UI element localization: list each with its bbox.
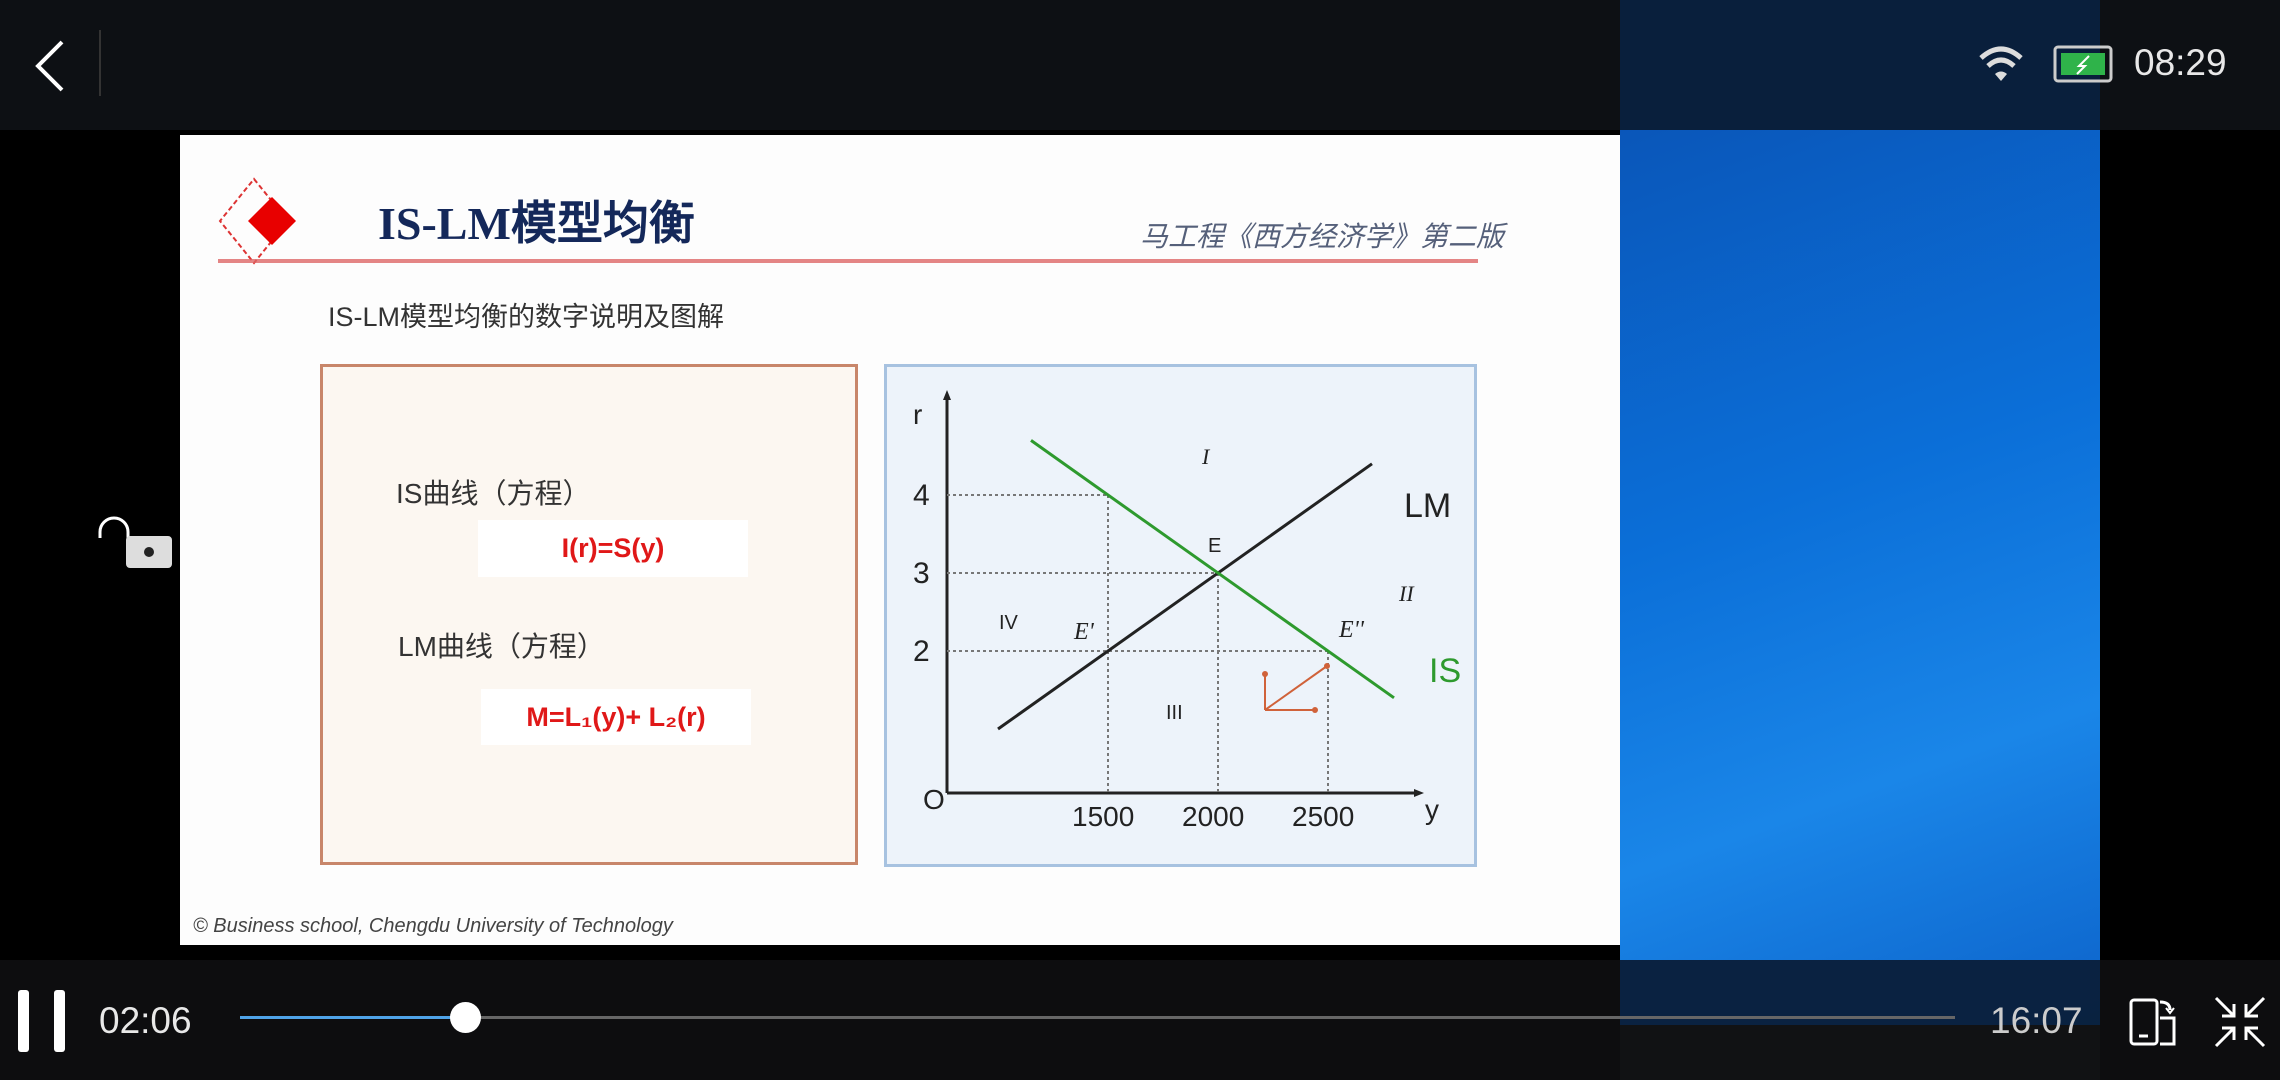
seek-bar[interactable] — [240, 1002, 1955, 1033]
slide-source: 马工程《西方经济学》第二版 — [1140, 221, 1505, 252]
desktop-background — [1620, 0, 2100, 1080]
y-tick-label: 2500 — [1292, 801, 1354, 832]
wifi-icon — [1979, 46, 2023, 81]
equation-panel: IS曲线（方程） I(r)=S(y) LM曲线（方程） M=L₁(y)+ L₂(… — [320, 364, 858, 865]
seek-progress — [240, 1016, 465, 1019]
r-tick-label: 2 — [913, 635, 930, 668]
region-i-label: I — [1201, 444, 1211, 469]
is-label: IS — [1429, 652, 1461, 690]
screen-lock-icon[interactable] — [96, 512, 180, 572]
y-axis-arrow — [1414, 789, 1424, 797]
slide-subtitle: IS-LM模型均衡的数字说明及图解 — [328, 302, 725, 332]
top-bar-overlay — [1620, 0, 2100, 130]
point-e-label: E — [1208, 535, 1221, 557]
pause-icon — [18, 990, 29, 1052]
exit-fullscreen-icon[interactable] — [2214, 996, 2266, 1048]
is-curve-label: IS曲线（方程） — [396, 478, 591, 509]
clock: 08:29 — [2134, 42, 2227, 83]
region-iii-label: III — [1166, 702, 1183, 724]
lm-curve — [997, 462, 1373, 731]
arrow-head — [1312, 707, 1318, 713]
lm-label: LM — [1404, 487, 1451, 525]
region-ii-label: II — [1398, 581, 1415, 606]
arrow-head — [1262, 671, 1268, 677]
is-curve — [1030, 439, 1395, 700]
point-e-prime-label: E' — [1073, 619, 1095, 645]
y-axis-label: y — [1425, 794, 1439, 825]
controls-overlay — [1620, 960, 2100, 1025]
origin-label: O — [923, 784, 945, 815]
battery-charging-icon — [2053, 45, 2113, 83]
back-button[interactable] — [32, 38, 72, 94]
region-iv-label: IV — [999, 612, 1019, 634]
r-axis-label: r — [913, 399, 922, 430]
slide-footer: © Business school, Chengdu University of… — [193, 915, 673, 937]
r-tick-label: 3 — [913, 557, 930, 590]
divider — [99, 30, 101, 96]
slide: IS-LM模型均衡 马工程《西方经济学》第二版 IS-LM模型均衡的数字说明及图… — [180, 135, 1620, 945]
title-divider — [218, 259, 1478, 263]
arrow-diagonal — [1264, 665, 1328, 711]
arrow-head — [1324, 663, 1330, 669]
r-tick-label: 4 — [913, 479, 930, 512]
r-axis-arrow — [943, 390, 951, 400]
lm-equation: M=L₁(y)+ L₂(r) — [481, 689, 751, 745]
y-tick-label: 1500 — [1072, 801, 1134, 832]
lm-curve-label: LM曲线（方程） — [398, 631, 605, 662]
is-equation: I(r)=S(y) — [478, 520, 748, 577]
elapsed-time: 02:06 — [99, 1000, 192, 1041]
diamond-logo-icon — [218, 177, 296, 265]
duration: 16:07 — [1990, 1000, 2083, 1041]
rotate-screen-icon[interactable] — [2128, 996, 2178, 1048]
seek-thumb[interactable] — [449, 1002, 481, 1033]
point-e-double-prime-label: E'' — [1338, 617, 1365, 643]
y-tick-label: 2000 — [1182, 801, 1244, 832]
pause-button[interactable] — [14, 990, 70, 1052]
slide-title: IS-LM模型均衡 — [378, 198, 695, 249]
